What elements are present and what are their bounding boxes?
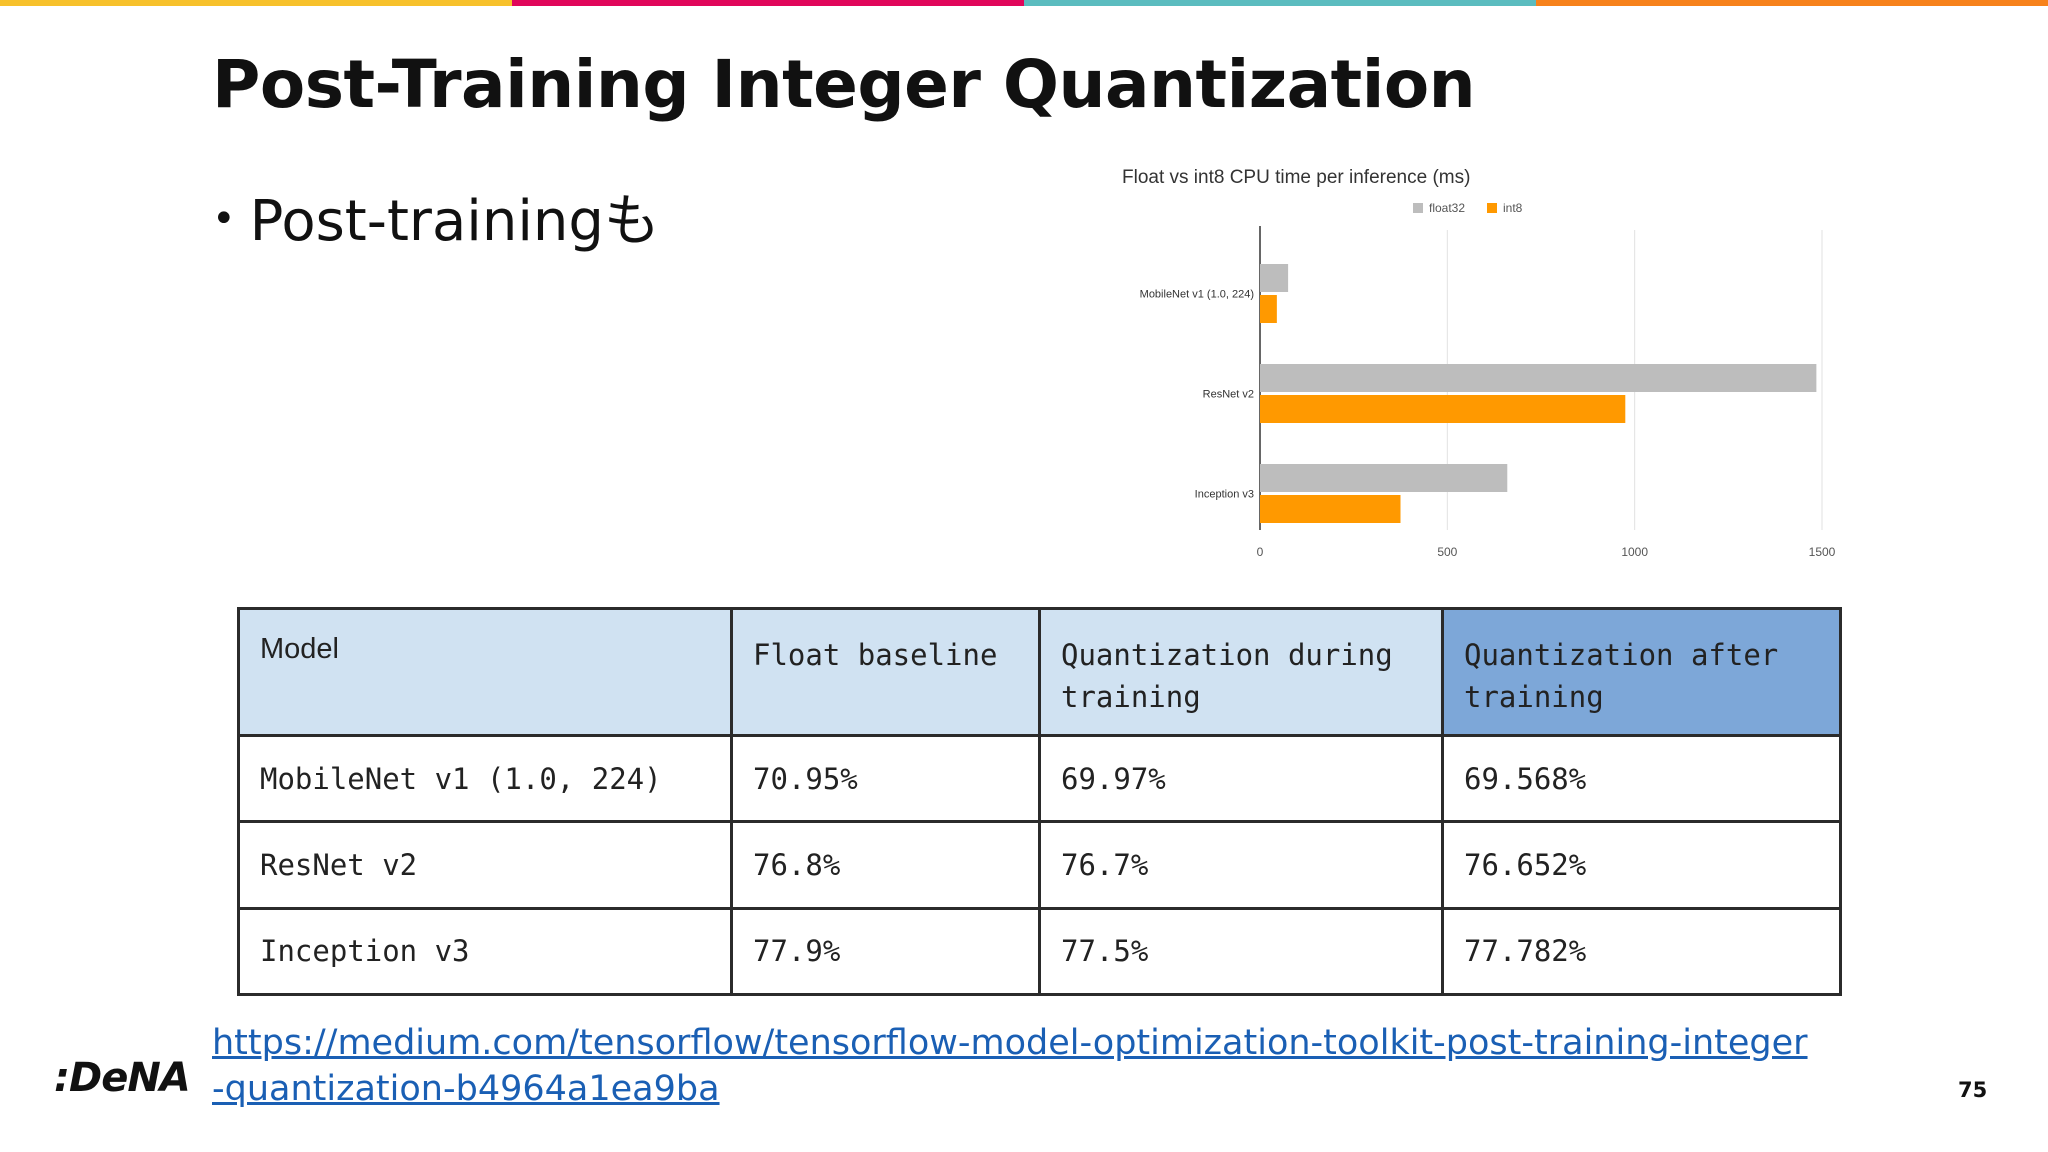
y-category-label: MobileNet v1 (1.0, 224) [1140,289,1254,301]
table-cell: 70.95% [730,733,1041,824]
bar-int8-1 [1260,395,1626,423]
table-cell: Inception v3 [237,906,733,997]
top-bar-segment-yellow [0,0,512,6]
table-row: MobileNet v1 (1.0, 224) 70.95% 69.97% 69… [237,733,1842,824]
cpu-time-bar-chart: Float vs int8 CPU time per inference (ms… [1122,167,1836,559]
accuracy-table: Model Float baseline Quantization during… [237,607,1842,997]
x-tick-label: 1500 [1809,545,1836,559]
table-cell: 76.8% [730,820,1041,910]
header-quantization-after-training: Quantization after training [1441,607,1842,737]
bar-int8-0 [1260,295,1277,323]
dena-logo: :DeNA [54,1055,191,1101]
table-row: Inception v3 77.9% 77.5% 77.782% [237,906,1842,997]
legend-label-int8: int8 [1503,201,1523,215]
table-cell: 69.97% [1038,733,1444,824]
y-category-label: Inception v3 [1195,489,1254,501]
header-model: Model [237,607,733,737]
bar-float32-1 [1260,364,1817,392]
bullet-item: • Post-trainingも [212,176,660,257]
y-category-label: ResNet v2 [1203,389,1254,401]
table-cell: 76.7% [1038,820,1444,910]
table-cell: 77.782% [1441,906,1842,997]
legend-swatch-float32 [1413,203,1423,213]
page-number: 75 [1958,1078,1988,1102]
table-cell: MobileNet v1 (1.0, 224) [237,733,733,824]
x-tick-label: 1000 [1621,545,1648,559]
legend-swatch-int8 [1487,203,1497,213]
bullet-text: Post-trainingも [249,189,660,254]
header-quantization-during-training: Quantization during training [1038,607,1444,737]
source-link[interactable]: https://medium.com/tensorflow/tensorflow… [212,1023,1808,1109]
top-color-bar [0,0,2048,6]
bar-int8-2 [1260,495,1401,523]
table-cell: ResNet v2 [237,820,733,910]
top-bar-segment-teal [1024,0,1536,6]
table-cell: 76.652% [1441,820,1842,910]
table-cell: 77.9% [730,906,1041,997]
top-bar-segment-pink [512,0,1024,6]
table-cell: 77.5% [1038,906,1444,997]
table-cell: 69.568% [1441,733,1842,824]
bar-float32-0 [1260,264,1289,292]
chart-title: Float vs int8 CPU time per inference (ms… [1122,167,1470,188]
table-header-row: Model Float baseline Quantization during… [237,607,1842,737]
bar-float32-2 [1260,464,1508,492]
header-float-baseline: Float baseline [730,607,1041,737]
table-row: ResNet v2 76.8% 76.7% 76.652% [237,820,1842,910]
bullet-mark: • [212,195,236,242]
x-tick-label: 500 [1437,545,1457,559]
top-bar-segment-orange [1536,0,2048,6]
legend-label-float32: float32 [1429,201,1465,215]
slide-title: Post-Training Integer Quantization [212,46,1476,123]
x-tick-label: 0 [1257,545,1264,559]
